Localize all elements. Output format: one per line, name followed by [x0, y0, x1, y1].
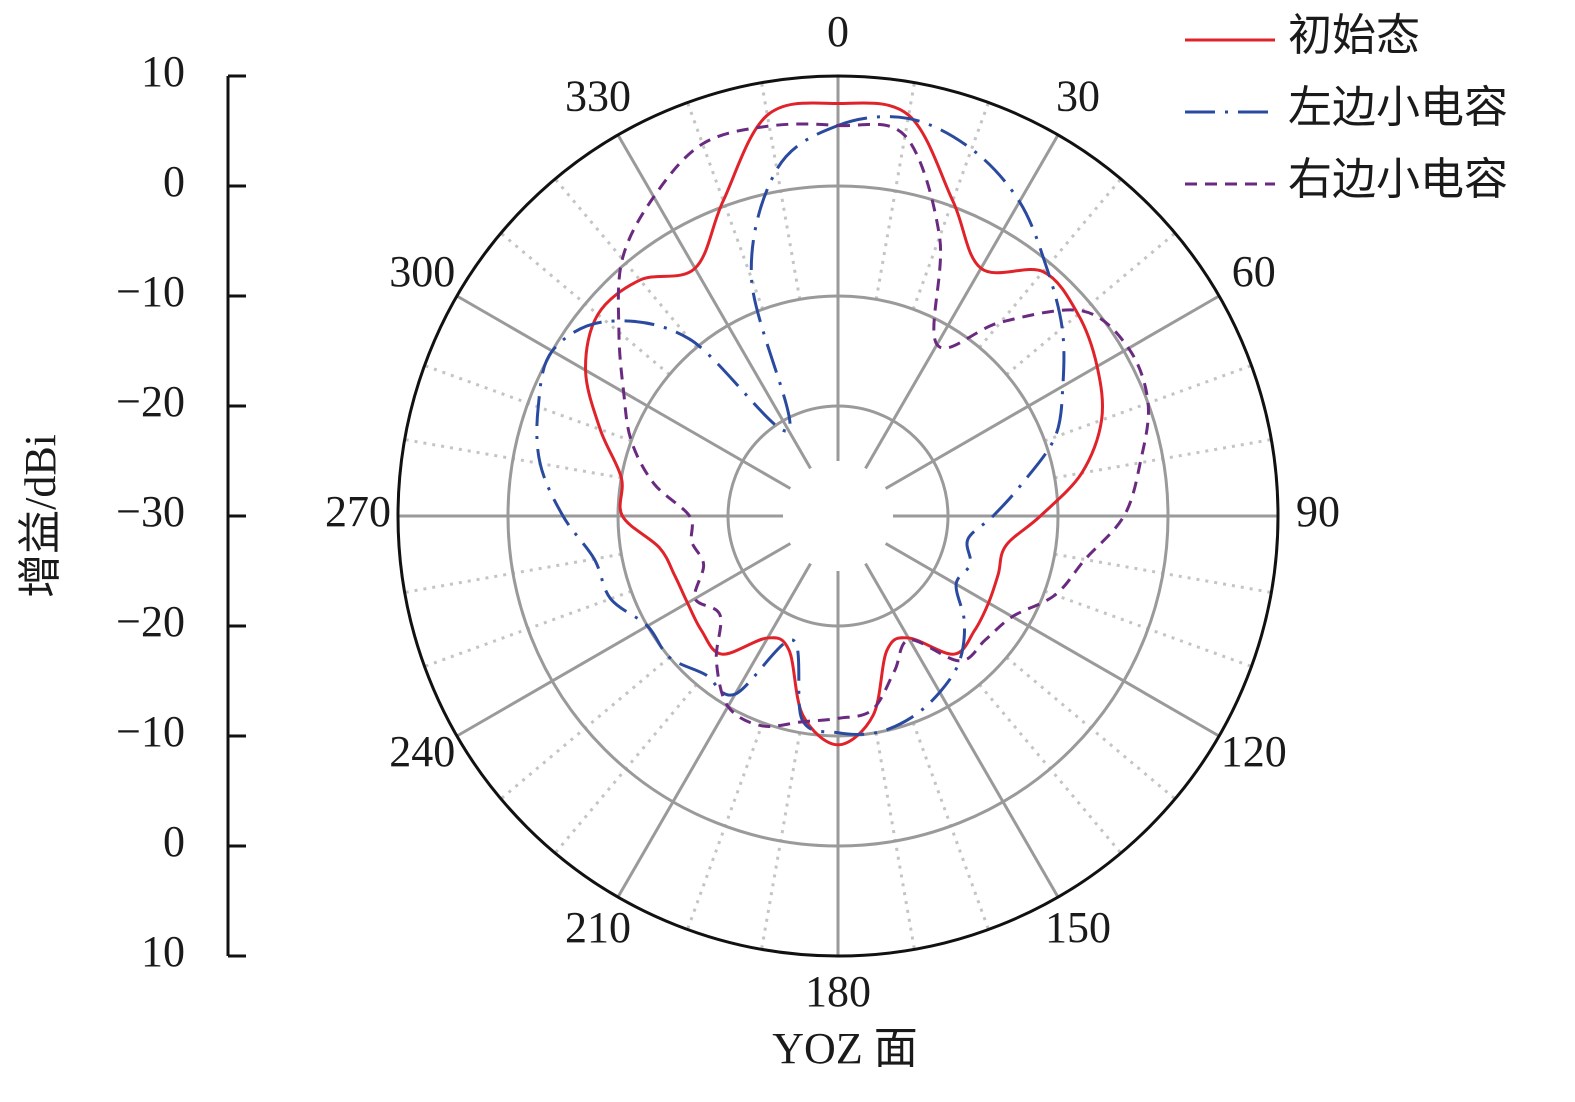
theta-tick-label: 240: [389, 727, 455, 776]
theta-grid-line: [884, 542, 1220, 738]
r-grid-ring: [506, 184, 1170, 848]
theta-tick-label: 30: [1056, 71, 1100, 120]
r-grid-ring: [616, 294, 1060, 738]
polar-grid: [396, 74, 1280, 958]
legend-label: 左边小电容: [1288, 83, 1508, 132]
theta-tick-label: 150: [1045, 903, 1111, 952]
legend-label: 右边小电容: [1288, 155, 1508, 204]
r-grid-ring: [396, 74, 1280, 958]
r-tick-label: −30: [116, 487, 185, 536]
plot-area: [535, 101, 1150, 747]
series-line: [616, 122, 1150, 728]
theta-tick-label: 180: [805, 967, 871, 1016]
legend-label: 初始态: [1288, 11, 1420, 60]
theta-grid-line: [456, 542, 792, 738]
theta-tick-label: 330: [565, 71, 631, 120]
x-axis-label: YOZ 面: [772, 1024, 917, 1073]
r-tick-label: 10: [141, 927, 185, 976]
theta-tick-label: 270: [325, 487, 391, 536]
r-tick-label: −20: [116, 597, 185, 646]
theta-grid-line: [864, 562, 1060, 898]
theta-tick-label: 210: [565, 903, 631, 952]
series-line: [584, 101, 1105, 747]
theta-tick-label: 300: [389, 247, 455, 296]
theta-grid-line: [616, 562, 812, 898]
r-tick-label: 10: [141, 47, 185, 96]
theta-grid-line: [884, 294, 1220, 490]
r-tick-label: 0: [163, 817, 185, 866]
theta-tick-label: 120: [1221, 727, 1287, 776]
y-axis-label: 增益/dBi: [16, 434, 65, 598]
r-tick-label: −20: [116, 377, 185, 426]
theta-grid-line: [616, 134, 812, 470]
theta-tick-label: 90: [1296, 487, 1340, 536]
theta-grid-line: [864, 134, 1060, 470]
theta-tick-label: 60: [1232, 247, 1276, 296]
r-grid-ring: [726, 404, 950, 628]
r-tick-label: −10: [116, 707, 185, 756]
theta-tick-label: 0: [827, 7, 849, 56]
r-tick-label: 0: [163, 157, 185, 206]
r-tick-label: −10: [116, 267, 185, 316]
